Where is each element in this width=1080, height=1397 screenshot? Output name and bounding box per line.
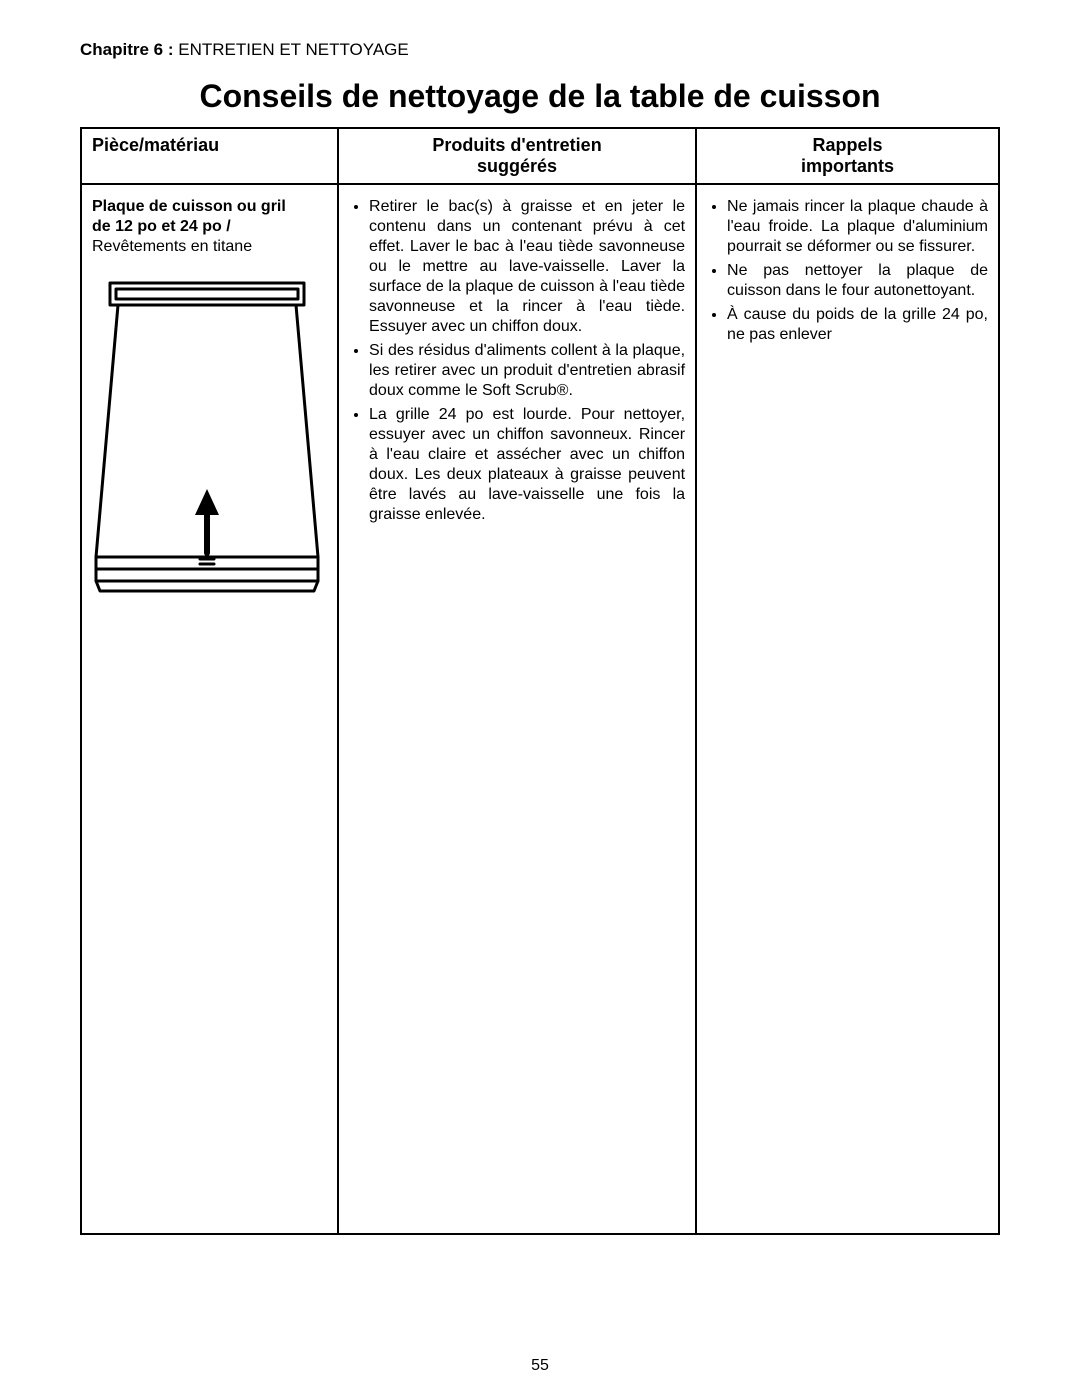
header-col1: Pièce/matériau (81, 128, 338, 184)
list-item: Si des résidus d'aliments collent à la p… (369, 341, 685, 401)
chapter-label: Chapitre 6 : (80, 40, 174, 59)
table-header-row: Pièce/matériau Produits d'entretien sugg… (81, 128, 999, 184)
list-item: À cause du poids de la grille 24 po, ne … (727, 305, 988, 345)
list-item: Retirer le bac(s) à graisse et en jeter … (369, 197, 685, 337)
chapter-title: ENTRETIEN ET NETTOYAGE (174, 40, 409, 59)
griddle-icon (92, 275, 322, 595)
part-title-line1: Plaque de cuisson ou gril (92, 197, 327, 217)
cell-products: Retirer le bac(s) à graisse et en jeter … (338, 184, 696, 1234)
list-item: Ne pas nettoyer la plaque de cuisson dan… (727, 261, 988, 301)
header-col3-line1: Rappels (813, 135, 883, 155)
page-title: Conseils de nettoyage de la table de cui… (80, 78, 1000, 115)
cell-part: Plaque de cuisson ou gril de 12 po et 24… (81, 184, 338, 1234)
part-title-line2: de 12 po et 24 po / (92, 217, 327, 237)
header-col3-line2: importants (801, 156, 894, 176)
header-col3: Rappels importants (696, 128, 999, 184)
list-item: Ne jamais rincer la plaque chaude à l'ea… (727, 197, 988, 257)
reminders-list: Ne jamais rincer la plaque chaude à l'ea… (707, 197, 988, 345)
header-col2-line2: suggérés (477, 156, 557, 176)
cleaning-table: Pièce/matériau Produits d'entretien sugg… (80, 127, 1000, 1235)
chapter-heading: Chapitre 6 : ENTRETIEN ET NETTOYAGE (80, 40, 1000, 60)
header-col2: Produits d'entretien suggérés (338, 128, 696, 184)
products-list: Retirer le bac(s) à graisse et en jeter … (349, 197, 685, 525)
list-item: La grille 24 po est lourde. Pour nettoye… (369, 405, 685, 525)
page: Chapitre 6 : ENTRETIEN ET NETTOYAGE Cons… (0, 0, 1080, 1397)
table-row: Plaque de cuisson ou gril de 12 po et 24… (81, 184, 999, 1234)
header-col2-line1: Produits d'entretien (432, 135, 601, 155)
part-subtitle: Revêtements en titane (92, 237, 327, 257)
page-number: 55 (0, 1357, 1080, 1375)
cell-reminders: Ne jamais rincer la plaque chaude à l'ea… (696, 184, 999, 1234)
